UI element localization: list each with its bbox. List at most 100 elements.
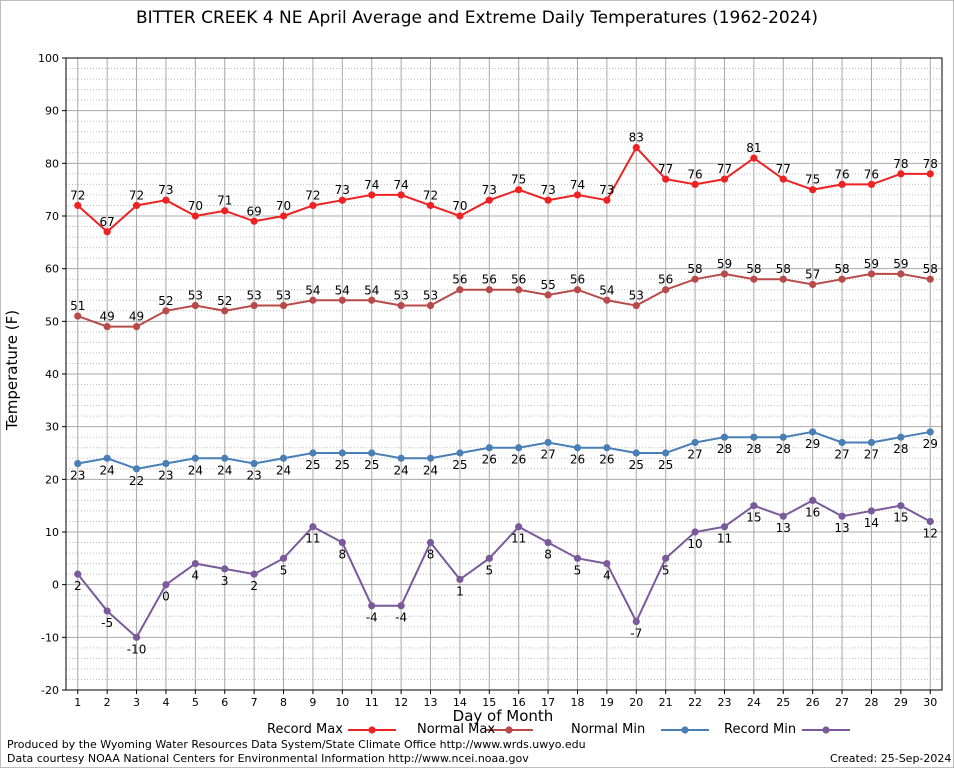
record-min-data-label: 15 (893, 511, 908, 525)
normal-min-point (691, 438, 699, 447)
y-tick-label: -20 (41, 684, 59, 697)
record-min-data-label: 5 (574, 563, 582, 577)
record-max-data-label: 77 (776, 162, 791, 176)
x-tick-label: 28 (864, 696, 878, 709)
record-max-data-label: 67 (100, 215, 115, 229)
x-tick-label: 7 (251, 696, 258, 709)
normal-max-data-label: 53 (393, 289, 408, 303)
normal-min-data-label: 29 (805, 437, 820, 451)
legend-label-record-max: Record Max (267, 722, 343, 737)
normal-min-data-label: 27 (540, 447, 555, 461)
x-axis-label: Day of Month (452, 707, 554, 725)
normal-min-data-label: 23 (158, 469, 173, 483)
record-max-data-label: 73 (540, 183, 555, 197)
normal-min-point (867, 438, 876, 447)
record-min-point (926, 517, 934, 526)
record-min-point (573, 554, 582, 562)
x-tick-label: 15 (482, 696, 496, 709)
normal-max-data-label: 57 (805, 267, 820, 281)
legend-label-record-min: Record Min (724, 722, 797, 737)
normal-max-data-label: 53 (629, 289, 644, 303)
y-tick-label: 80 (45, 157, 59, 170)
record-max-point (515, 186, 523, 194)
normal-min-data-label: 26 (570, 453, 585, 467)
x-tick-label: 19 (600, 696, 614, 709)
y-tick-label: 90 (45, 105, 59, 118)
record-max-data-label: 77 (717, 162, 732, 176)
record-max-line (77, 145, 931, 234)
record-min-point (809, 496, 817, 504)
normal-min-point (250, 459, 258, 468)
normal-max-point (485, 286, 493, 294)
normal-max-data-label: 53 (423, 289, 438, 303)
legend-label-normal-max: Normal Max (417, 722, 496, 737)
y-tick-label: -10 (41, 631, 59, 644)
legend-label-normal-min: Normal Min (571, 722, 646, 737)
x-tick-label: 22 (688, 696, 702, 709)
record-min-point (397, 602, 405, 610)
record-max-point (338, 196, 346, 204)
normal-max-point (397, 301, 405, 310)
x-tick-label: 5 (192, 696, 199, 709)
normal-min-point (809, 428, 817, 436)
normal-min-point (279, 454, 288, 462)
normal-max-data-label: 51 (70, 299, 85, 313)
normal-max-data-label: 59 (893, 257, 908, 271)
y-tick-label: 50 (45, 315, 59, 328)
x-tick-label: 24 (747, 696, 761, 709)
record-max-point (368, 191, 376, 199)
normal-min-point (838, 438, 846, 447)
normal-max-point (426, 301, 435, 310)
record-max-data-label: 70 (452, 199, 467, 213)
normal-max-data-label: 56 (452, 273, 467, 287)
normal-min-point (779, 433, 787, 441)
normal-min-point (338, 449, 346, 457)
normal-min-point (103, 454, 111, 462)
normal-min-data-label: 25 (364, 458, 379, 472)
record-max-point (720, 175, 729, 183)
record-min-data-label: 5 (485, 563, 493, 577)
normal-max-data-label: 52 (217, 294, 232, 308)
normal-max-point (603, 296, 611, 304)
record-min-data-label: 3 (221, 574, 229, 588)
x-tick-label: 21 (659, 696, 673, 709)
normal-min-data-label: 27 (834, 447, 849, 461)
normal-max-data-label: 53 (246, 289, 261, 303)
record-max-data-label: 74 (393, 178, 408, 192)
record-max-data-label: 70 (276, 199, 291, 213)
normal-max-point (662, 286, 670, 294)
record-max-data-label: 72 (129, 188, 144, 202)
record-max-data-label: 69 (246, 204, 261, 218)
normal-min-data-label: 22 (129, 474, 144, 488)
normal-max-point (221, 307, 229, 315)
y-tick-label: 0 (52, 579, 59, 592)
normal-max-point (926, 275, 934, 283)
normal-max-data-label: 55 (540, 278, 555, 292)
x-tick-label: 20 (629, 696, 643, 709)
normal-min-data-label: 23 (70, 469, 85, 483)
record-min-point (309, 523, 317, 531)
record-max-point (74, 201, 82, 210)
record-min-point (368, 602, 376, 610)
normal-min-data-label: 26 (482, 453, 497, 467)
normal-min-data-label: 25 (629, 458, 644, 472)
normal-max-data-label: 54 (335, 283, 350, 297)
normal-max-data-label: 59 (864, 257, 879, 271)
x-tick-label: 2 (104, 696, 111, 709)
normal-min-point (162, 459, 170, 468)
normal-min-point (897, 433, 905, 441)
record-min-point (632, 617, 640, 626)
record-min-data-label: 15 (746, 511, 761, 525)
record-min-data-label: 5 (662, 563, 670, 577)
y-tick-label: 60 (45, 263, 59, 276)
chart-title: BITTER CREEK 4 NE April Average and Extr… (135, 8, 819, 28)
normal-max-point (368, 296, 376, 304)
normal-max-data-label: 54 (364, 283, 379, 297)
normal-min-point (74, 459, 82, 468)
record-max-point (867, 180, 876, 188)
record-max-data-label: 76 (864, 167, 879, 181)
record-min-point (485, 554, 493, 562)
normal-min-point (544, 438, 552, 447)
normal-max-data-label: 58 (687, 262, 702, 276)
normal-max-point (309, 296, 317, 304)
